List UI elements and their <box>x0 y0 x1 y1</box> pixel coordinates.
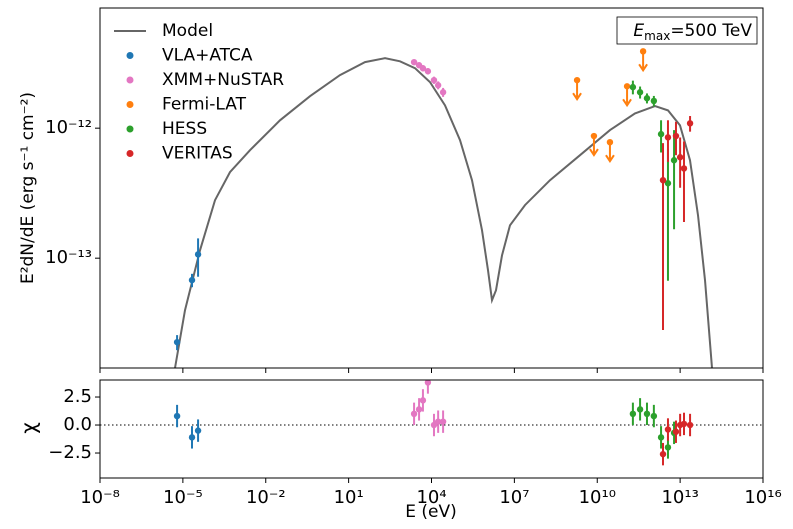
annotation-box <box>616 16 758 45</box>
upper-limit-arrow <box>622 98 632 108</box>
data-point <box>606 138 614 146</box>
y-axis-label: E²dN/dE (erg s⁻¹ cm⁻²) <box>18 92 38 284</box>
data-point <box>194 427 202 434</box>
data-point <box>629 410 637 418</box>
data-point <box>194 251 202 258</box>
data-point <box>664 180 672 187</box>
upper-limit-arrow <box>605 154 615 164</box>
legend-marker <box>126 125 134 133</box>
x-tick-label: 10⁻⁸ <box>80 487 120 508</box>
data-point <box>419 65 427 72</box>
data-point <box>629 83 637 91</box>
data-point <box>643 410 651 418</box>
data-point <box>173 412 181 420</box>
plot-area <box>100 380 763 466</box>
data-point <box>664 426 672 433</box>
data-point <box>188 434 196 441</box>
legend-label: Fermi-LAT <box>162 95 247 115</box>
data-point <box>410 58 418 66</box>
y-tick-label: 2.5 <box>63 386 92 407</box>
legend-label: XMM+NuSTAR <box>162 70 284 90</box>
residual-axis-label: χ <box>17 422 41 434</box>
data-point <box>590 132 598 140</box>
data-point <box>410 410 418 418</box>
data-point <box>636 406 644 413</box>
legend-label: VERITAS <box>162 144 233 164</box>
legend-marker <box>126 101 134 108</box>
data-point <box>434 418 442 425</box>
data-point <box>680 165 688 172</box>
data-point <box>650 97 658 105</box>
data-point <box>643 95 651 102</box>
data-point <box>659 450 667 458</box>
data-point <box>173 338 181 346</box>
legend-marker <box>126 150 134 157</box>
data-point <box>434 82 442 89</box>
data-point <box>672 428 680 435</box>
data-point <box>657 434 665 441</box>
y-tick-label: 0.0 <box>63 414 92 435</box>
data-point <box>672 132 680 140</box>
upper-limit-arrow <box>572 92 582 101</box>
y-tick-label: 10⁻¹³ <box>45 247 92 268</box>
data-point <box>419 397 427 404</box>
annotation: Emax=500 TeV <box>633 21 752 43</box>
x-axis-label: E (eV) <box>405 502 457 522</box>
data-point <box>439 89 447 96</box>
legend-label: Model <box>162 21 213 41</box>
x-tick-label: 10⁻² <box>246 487 286 508</box>
data-point <box>188 276 196 284</box>
data-point <box>623 83 631 90</box>
data-point <box>676 154 684 161</box>
annotation-symbol: E <box>633 21 644 41</box>
legend-label: VLA+ATCA <box>162 46 253 66</box>
data-point <box>439 418 447 425</box>
x-tick-label: 10⁻⁵ <box>163 487 203 508</box>
x-tick-label: 10¹⁶ <box>744 487 781 508</box>
x-tick-label: 10¹³ <box>661 487 698 508</box>
upper-limit-arrow <box>589 148 599 157</box>
data-point <box>424 68 432 75</box>
data-point <box>686 421 694 429</box>
data-point <box>664 134 672 141</box>
y-tick-label: −2.5 <box>48 442 92 463</box>
data-point <box>664 444 672 451</box>
data-point <box>636 89 644 96</box>
x-tick-label: 10¹⁰ <box>579 487 616 508</box>
data-point <box>657 130 665 138</box>
annotation-subscript: max <box>644 29 670 43</box>
data-point <box>573 76 581 84</box>
x-tick-label: 10⁴ <box>416 487 446 508</box>
data-point <box>650 412 658 420</box>
x-tick-label: 10¹ <box>334 487 364 508</box>
data-point <box>670 157 678 164</box>
legend-label: HESS <box>162 119 207 139</box>
data-point <box>415 406 423 413</box>
data-point <box>680 420 688 428</box>
y-tick-label: 10⁻¹² <box>45 117 92 138</box>
annotation-text: =500 TeV <box>670 21 752 41</box>
data-point <box>639 48 647 55</box>
legend-marker <box>126 76 134 84</box>
plot-area <box>173 48 713 368</box>
model-line <box>174 57 713 368</box>
data-point <box>430 76 438 84</box>
upper-limit-arrow <box>638 63 648 73</box>
x-tick-label: 10⁷ <box>499 487 529 508</box>
data-point <box>424 380 432 386</box>
legend-marker <box>126 52 134 59</box>
data-point <box>659 176 667 184</box>
data-point <box>686 120 694 127</box>
